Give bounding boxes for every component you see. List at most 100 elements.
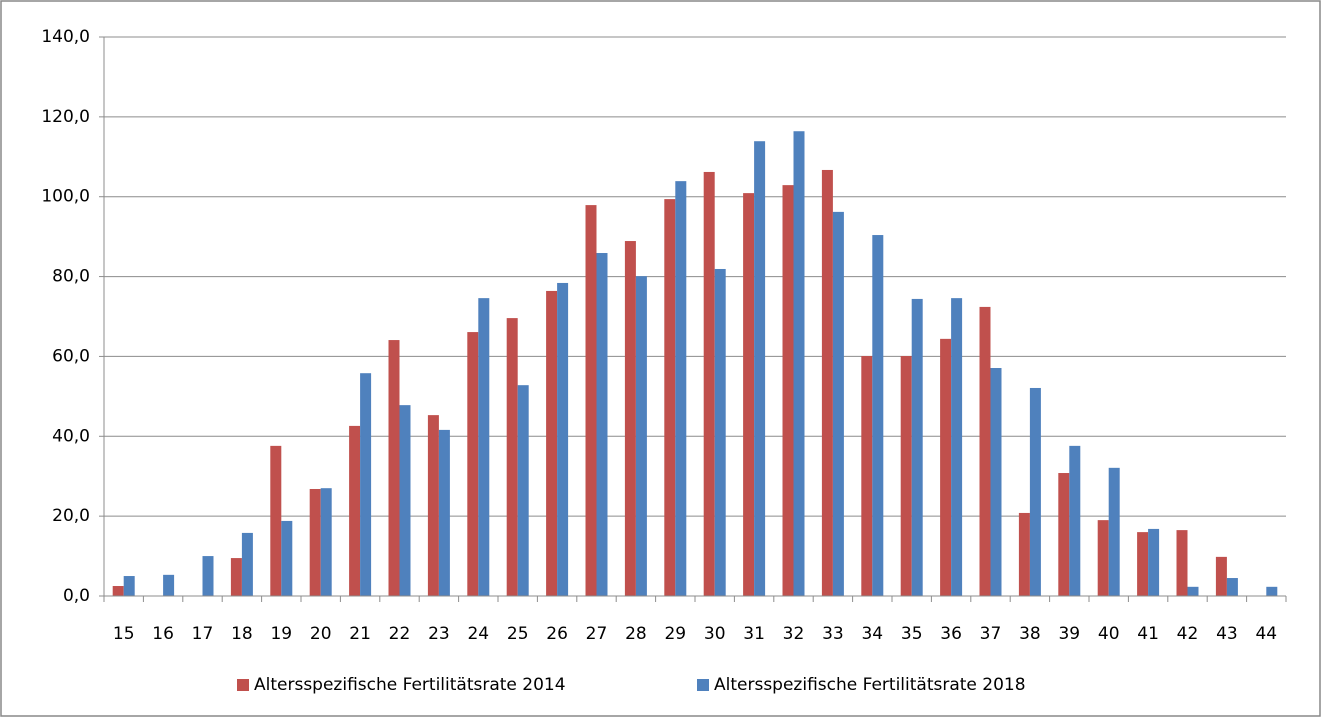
x-tick-label: 42: [1177, 624, 1199, 644]
x-tick-label: 16: [152, 624, 174, 644]
bar: [664, 199, 676, 597]
bar: [1029, 387, 1041, 596]
bar: [754, 141, 766, 597]
x-tick-label: 29: [664, 624, 686, 644]
x-tick-label: 31: [743, 624, 765, 644]
x-tick-label: 36: [940, 624, 962, 644]
bar: [703, 171, 715, 597]
bar: [743, 193, 755, 596]
x-tick-label: 24: [467, 624, 489, 644]
bar: [202, 556, 214, 596]
bar: [478, 298, 490, 596]
y-tick-label: 0,0: [63, 586, 90, 606]
bar: [1148, 528, 1160, 596]
bar: [1176, 530, 1188, 596]
bar: [832, 211, 844, 596]
x-tick-label: 32: [783, 624, 805, 644]
bar: [900, 356, 912, 596]
bar: [635, 276, 647, 596]
x-tick-label: 35: [901, 624, 923, 644]
bar: [309, 488, 321, 596]
bar: [281, 520, 293, 596]
bar: [517, 385, 529, 596]
bar: [1215, 556, 1227, 596]
bar: [861, 356, 873, 596]
bar: [230, 558, 242, 596]
y-tick-label: 120,0: [41, 107, 90, 127]
bar: [940, 338, 952, 596]
y-tick-label: 40,0: [52, 426, 90, 446]
x-tick-label: 26: [546, 624, 568, 644]
x-tick-label: 38: [1019, 624, 1041, 644]
x-tick-label: 19: [270, 624, 292, 644]
x-tick-label: 37: [980, 624, 1002, 644]
x-tick-label: 39: [1058, 624, 1080, 644]
bar: [1097, 520, 1109, 596]
bar: [427, 415, 439, 596]
bar: [1187, 586, 1199, 596]
bar: [872, 235, 884, 596]
x-tick-label: 41: [1137, 624, 1159, 644]
bar: [399, 405, 411, 596]
bar: [596, 253, 608, 597]
bar: [1137, 532, 1149, 596]
y-tick-label: 60,0: [52, 346, 90, 366]
x-tick-label: 28: [625, 624, 647, 644]
x-tick-label: 30: [704, 624, 726, 644]
bar: [1018, 512, 1030, 596]
x-tick-label: 18: [231, 624, 253, 644]
bar: [793, 131, 805, 596]
bar: [714, 268, 726, 596]
bar: [467, 332, 479, 596]
bar: [990, 368, 1002, 596]
bar: [546, 290, 558, 596]
y-tick-label: 20,0: [52, 506, 90, 526]
legend-swatch: [697, 679, 709, 691]
y-tick-label: 80,0: [52, 267, 90, 287]
bar: [1058, 473, 1070, 596]
bar: [1069, 445, 1081, 596]
bar: [506, 318, 518, 596]
legend-swatch: [237, 679, 249, 691]
x-tick-label: 22: [389, 624, 411, 644]
x-tick-label: 40: [1098, 624, 1120, 644]
bar: [360, 373, 372, 596]
y-tick-label: 140,0: [41, 27, 90, 47]
x-tick-label: 34: [861, 624, 883, 644]
x-tick-label: 43: [1216, 624, 1238, 644]
x-tick-label: 33: [822, 624, 844, 644]
bar: [821, 169, 833, 596]
x-tick-label: 20: [310, 624, 332, 644]
x-tick-label: 25: [507, 624, 529, 644]
bar: [951, 298, 963, 596]
y-tick-label: 100,0: [41, 187, 90, 207]
legend-label: Altersspezifische Fertilitätsrate 2014: [254, 675, 566, 695]
bar: [979, 306, 991, 596]
bar: [675, 181, 687, 596]
x-tick-label: 23: [428, 624, 450, 644]
x-tick-label: 15: [113, 624, 135, 644]
x-tick-label: 21: [349, 624, 371, 644]
bar: [349, 425, 361, 596]
bar: [270, 445, 282, 596]
bar: [782, 185, 794, 596]
bar: [388, 340, 400, 596]
bar: [438, 429, 450, 596]
bar: [557, 282, 569, 596]
bar: [911, 298, 923, 596]
bar: [123, 576, 135, 596]
bar: [112, 586, 124, 596]
x-tick-label: 44: [1255, 624, 1277, 644]
bar: [241, 532, 253, 596]
x-tick-label: 17: [192, 624, 214, 644]
bar: [1226, 578, 1238, 596]
bar: [585, 205, 597, 596]
bar: [320, 488, 332, 596]
legend-label: Altersspezifische Fertilitätsrate 2018: [714, 675, 1026, 695]
bar: [1108, 467, 1120, 596]
x-tick-label: 27: [586, 624, 608, 644]
bar: [624, 241, 636, 596]
bar: [163, 574, 175, 596]
